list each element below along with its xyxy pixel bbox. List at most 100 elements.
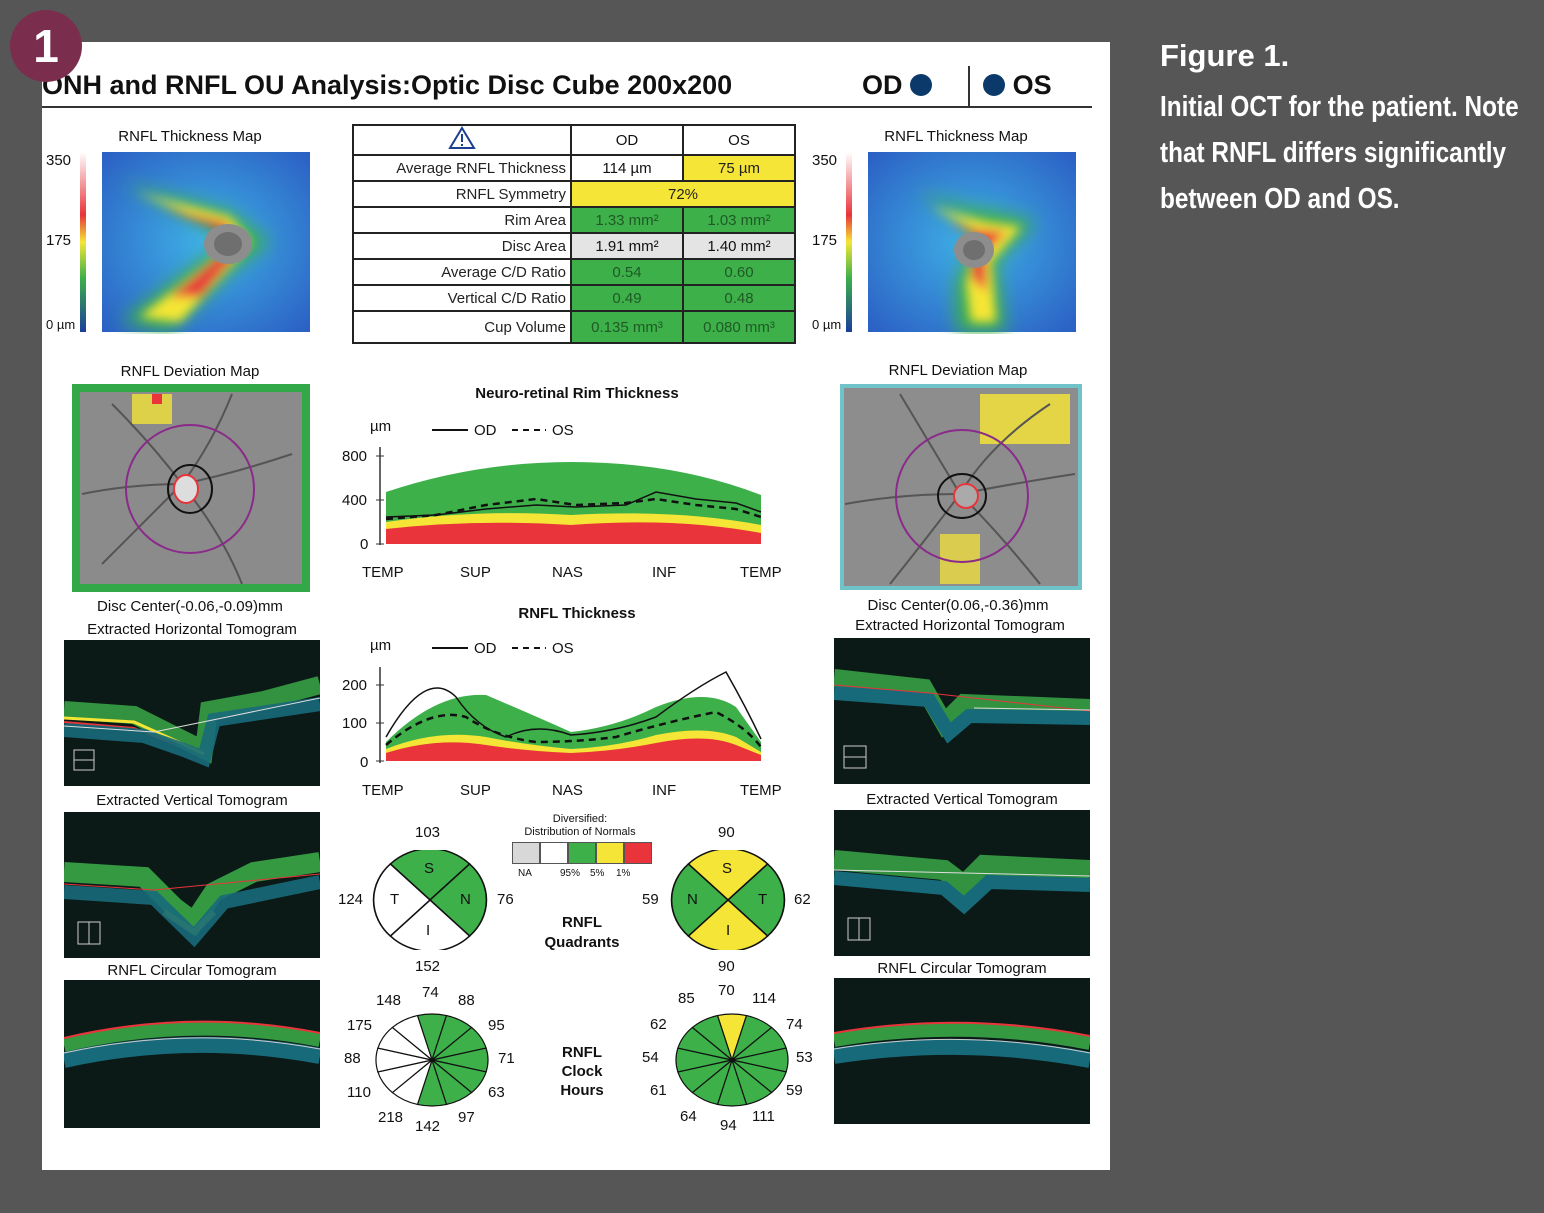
param-od-value: 114 µm bbox=[570, 154, 684, 182]
os-circular-tomogram bbox=[834, 978, 1090, 1124]
rnfl-legend-os: OS bbox=[552, 640, 574, 657]
od-deviation-map bbox=[72, 384, 310, 592]
rim-xtick: SUP bbox=[460, 564, 491, 581]
rnfl-xtick: SUP bbox=[460, 782, 491, 799]
table-row: Vertical C/D Ratio 0.49 0.48 bbox=[352, 284, 796, 312]
od-scale-mid: 175 bbox=[46, 232, 72, 249]
od-clock-value: 74 bbox=[422, 984, 439, 1001]
legend-label-95: 95% bbox=[560, 868, 581, 879]
table-header-warning bbox=[352, 124, 572, 156]
os-deviation-map bbox=[840, 384, 1082, 590]
rim-xtick: NAS bbox=[552, 564, 583, 581]
col-os-header: OS bbox=[682, 124, 796, 156]
os-deviation-map-title: RNFL Deviation Map bbox=[888, 362, 1028, 379]
param-label: Cup Volume bbox=[352, 310, 572, 344]
os-quad-letter-s: S bbox=[722, 860, 733, 877]
od-thickness-map bbox=[80, 152, 310, 332]
quadrants-title: RNFL Quadrants bbox=[522, 913, 642, 953]
rnfl-xtick: NAS bbox=[552, 782, 583, 799]
clock-hour-segment bbox=[391, 1014, 434, 1062]
warning-triangle-icon bbox=[448, 126, 476, 149]
od-clock-value: 88 bbox=[458, 992, 475, 1009]
od-scale-min: 0 µm bbox=[46, 317, 76, 332]
quadrants-title-line1: RNFL bbox=[562, 914, 602, 931]
od-quad-temp-value: 124 bbox=[338, 891, 364, 908]
os-clock-value: 54 bbox=[642, 1049, 659, 1066]
os-clock-value: 62 bbox=[650, 1016, 667, 1033]
od-deviation-map-title: RNFL Deviation Map bbox=[120, 363, 260, 380]
rim-ytick-0: 0 bbox=[360, 536, 369, 553]
figure-caption-text: Initial OCT for the patient. Note that R… bbox=[1160, 91, 1519, 215]
os-clock-value: 64 bbox=[680, 1108, 697, 1125]
legend-white-swatch bbox=[540, 842, 568, 864]
os-clock-value: 94 bbox=[720, 1117, 737, 1134]
rnfl-chart-title: RNFL Thickness bbox=[518, 605, 636, 622]
col-od-header: OD bbox=[570, 124, 684, 156]
od-thickness-map-title: RNFL Thickness Map bbox=[118, 128, 262, 145]
od-circular-tomogram bbox=[64, 980, 320, 1128]
quadrants-title-line2: Quadrants bbox=[544, 934, 620, 951]
param-merged-value: 72% bbox=[570, 180, 796, 208]
od-quad-letter-n: N bbox=[460, 891, 471, 908]
rim-ytick-800: 800 bbox=[342, 448, 368, 465]
os-horizontal-tomogram bbox=[834, 638, 1090, 784]
os-disc-center: Disc Center(0.06,-0.36)mm bbox=[867, 597, 1049, 614]
rim-thickness-chart bbox=[376, 447, 762, 545]
distribution-legend bbox=[512, 842, 652, 864]
param-label: Average C/D Ratio bbox=[352, 258, 572, 286]
od-quadrant-pie bbox=[372, 850, 488, 950]
rnfl-legend-od: OD bbox=[474, 640, 497, 657]
os-clock-value: 74 bbox=[786, 1016, 803, 1033]
od-quad-letter-i: I bbox=[426, 922, 431, 939]
os-clock-value: 114 bbox=[752, 990, 776, 1007]
od-h-tomo-title: Extracted Horizontal Tomogram bbox=[87, 621, 297, 638]
param-od-value: 1.91 mm² bbox=[570, 232, 684, 260]
param-od-value: 0.135 mm³ bbox=[570, 310, 684, 344]
rnfl-chart-unit: µm bbox=[370, 637, 392, 654]
rim-chart-unit: µm bbox=[370, 418, 392, 435]
os-scale-min: 0 µm bbox=[812, 317, 842, 332]
os-quad-letter-i: I bbox=[726, 922, 731, 939]
rnfl-thickness-chart bbox=[376, 667, 762, 763]
legend-yellow-swatch bbox=[596, 842, 624, 864]
param-label: RNFL Symmetry bbox=[352, 180, 572, 208]
rim-chart-title: Neuro-retinal Rim Thickness bbox=[475, 385, 679, 402]
param-label: Rim Area bbox=[352, 206, 572, 234]
od-scale-max: 350 bbox=[46, 152, 72, 169]
rim-xtick: INF bbox=[652, 564, 677, 581]
rnfl-ytick-100: 100 bbox=[342, 715, 368, 732]
od-disc-center: Disc Center(-0.06,-0.09)mm bbox=[97, 598, 283, 615]
od-clock-value: 97 bbox=[458, 1109, 475, 1126]
os-quadrant-pie bbox=[670, 850, 786, 950]
table-row: Average C/D Ratio 0.54 0.60 bbox=[352, 258, 796, 286]
od-clock-value: 218 bbox=[378, 1109, 404, 1126]
eye-os-label: OS bbox=[1012, 70, 1052, 100]
os-vertical-tomogram bbox=[834, 810, 1090, 956]
od-clock-value: 142 bbox=[415, 1118, 441, 1135]
rnfl-chart-legend bbox=[432, 647, 546, 649]
os-quad-nas-value: 59 bbox=[642, 891, 659, 908]
os-clock-value: 53 bbox=[796, 1049, 813, 1066]
od-horizontal-tomogram bbox=[64, 640, 320, 786]
od-quad-inf-value: 152 bbox=[415, 958, 441, 975]
table-row: Cup Volume 0.135 mm³ 0.080 mm³ bbox=[352, 310, 796, 344]
os-thickness-map bbox=[846, 152, 1076, 332]
param-od-value: 0.54 bbox=[570, 258, 684, 286]
param-os-value: 0.48 bbox=[682, 284, 796, 312]
param-label: Disc Area bbox=[352, 232, 572, 260]
os-c-tomo-title: RNFL Circular Tomogram bbox=[877, 960, 1047, 977]
param-od-value: 1.33 mm² bbox=[570, 206, 684, 234]
od-clock-pie bbox=[375, 1013, 489, 1107]
os-quad-letter-n: N bbox=[687, 891, 698, 908]
os-thickness-map-title: RNFL Thickness Map bbox=[884, 128, 1028, 145]
parameter-table: OD OS Average RNFL Thickness 114 µm 75 µ… bbox=[352, 124, 796, 344]
os-h-tomo-title: Extracted Horizontal Tomogram bbox=[855, 617, 1065, 634]
os-quad-inf-value: 90 bbox=[718, 958, 735, 975]
table-row: Rim Area 1.33 mm² 1.03 mm² bbox=[352, 206, 796, 234]
legend-green-swatch bbox=[568, 842, 596, 864]
legend-title-line1: Diversified: bbox=[552, 813, 608, 825]
od-clock-value: 71 bbox=[498, 1050, 515, 1067]
od-dot-icon bbox=[910, 74, 933, 96]
od-clock-value: 110 bbox=[347, 1084, 371, 1101]
rim-xtick: TEMP bbox=[740, 564, 782, 581]
